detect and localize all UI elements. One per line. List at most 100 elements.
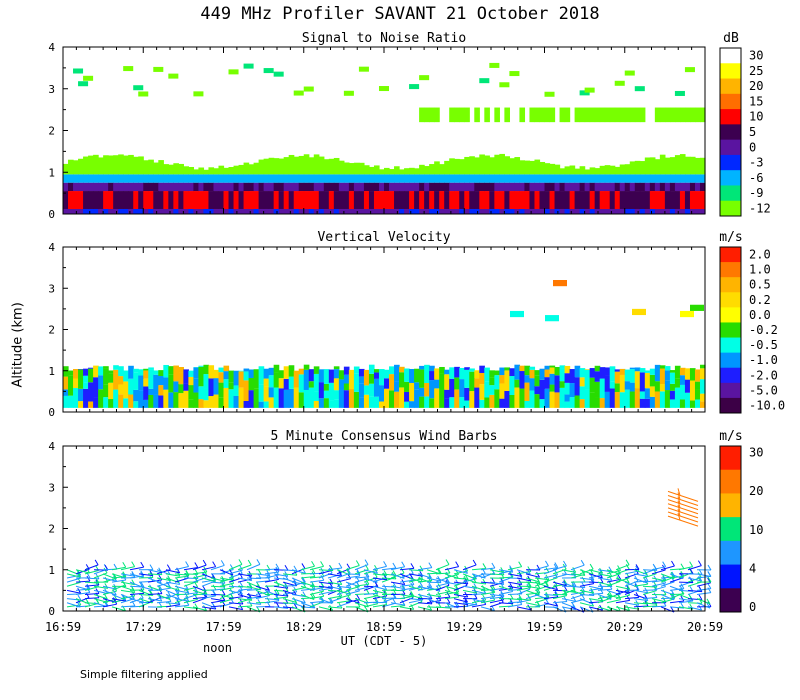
snr-cell [559,208,566,214]
wind-barb-flag [535,589,540,596]
snr-cell [449,182,455,192]
wind-barb-flag [77,599,82,606]
snr-cell [303,191,310,209]
wind-barb [318,587,333,591]
wind-barb [336,600,351,604]
snr-cell [373,208,380,214]
velocity-cell [183,383,189,391]
wind-barb [75,569,90,574]
snr-cell [153,66,164,72]
velocity-cell [499,398,505,408]
snr-cell [78,158,84,175]
colorbar-swatch [720,382,741,399]
wind-barb [345,590,360,595]
velocity-cell [353,373,360,392]
snr-cell [243,162,250,175]
wind-barb [498,576,514,579]
velocity-cell [439,389,445,408]
wind-barb [156,587,171,591]
snr-cell [499,191,505,209]
snr-cell [253,174,260,183]
velocity-cell [63,395,69,408]
wind-barb-flag [238,559,243,565]
snr-cell [143,160,149,175]
colorbar-label: 0.2 [749,293,771,307]
snr-cell [414,208,420,214]
wind-barb-flag [175,577,180,583]
velocity-cell [163,389,169,408]
velocity-cell [158,370,164,377]
snr-cell [684,208,691,214]
velocity-cell [404,368,410,382]
wind-barb [255,595,270,600]
wind-barb [264,571,279,575]
wind-barb-flag [446,591,451,598]
velocity-cell [664,366,671,371]
wind-barb [667,495,699,506]
wind-barb [516,598,531,601]
wind-barb [480,606,495,612]
velocity-cell [632,308,646,316]
velocity-cell [579,377,586,387]
velocity-cell [73,388,79,408]
snr-cell [594,174,601,183]
wind-barb [417,567,432,571]
wind-barb-flag [212,584,217,591]
velocity-cell [363,369,370,386]
snr-cell [188,191,195,209]
panel-title: Signal to Noise Ratio [302,31,466,46]
snr-cell [353,191,360,209]
wind-barb [363,592,378,595]
snr-cell [188,182,195,192]
y-tick-label: 4 [48,241,55,254]
velocity-cell [128,365,134,379]
panel-title: Vertical Velocity [317,230,450,245]
wind-barb [336,601,351,608]
snr-cell [183,182,189,192]
snr-cell [564,191,571,209]
wind-barb [552,581,567,587]
wind-barb-flag [356,594,361,600]
velocity-cell [694,399,701,408]
snr-cell [283,191,290,209]
velocity-cell [103,397,109,408]
wind-barb [516,588,531,595]
velocity-cell [278,370,285,379]
snr-cell [108,174,114,183]
colorbar-label: 20 [749,484,763,498]
snr-cell [173,174,179,183]
snr-field [63,62,706,214]
snr-cell [654,107,661,123]
velocity-cell [404,381,410,392]
velocity-cell [434,379,440,389]
wind-barb [399,579,414,583]
wind-barb-flag [149,564,154,570]
wind-barb [228,602,243,605]
velocity-cell [504,390,510,408]
colorbar-swatch [720,48,741,64]
wind-barb [183,606,198,610]
snr-cell [554,164,561,175]
wind-barb [561,606,576,611]
snr-cell [634,191,641,209]
wind-barb-flag [473,587,478,594]
wind-barb [633,598,648,602]
velocity-cell [684,368,691,380]
velocity-cell [88,401,94,408]
snr-cell [138,174,144,183]
y-tick-label: 3 [48,282,55,295]
snr-cell [213,174,220,183]
velocity-cell [298,392,305,408]
velocity-cell [313,400,320,408]
snr-cell [193,182,200,192]
snr-cell [454,208,460,214]
wind-barb-flag [194,562,199,568]
velocity-cell [409,368,415,383]
snr-cell [544,191,551,209]
wind-barb [66,604,81,608]
velocity-cell [419,365,425,370]
wind-barb-flag [707,571,712,577]
velocity-cell [73,378,79,389]
wind-barb-flag [373,572,378,578]
y-tick-label: 1 [48,564,55,577]
